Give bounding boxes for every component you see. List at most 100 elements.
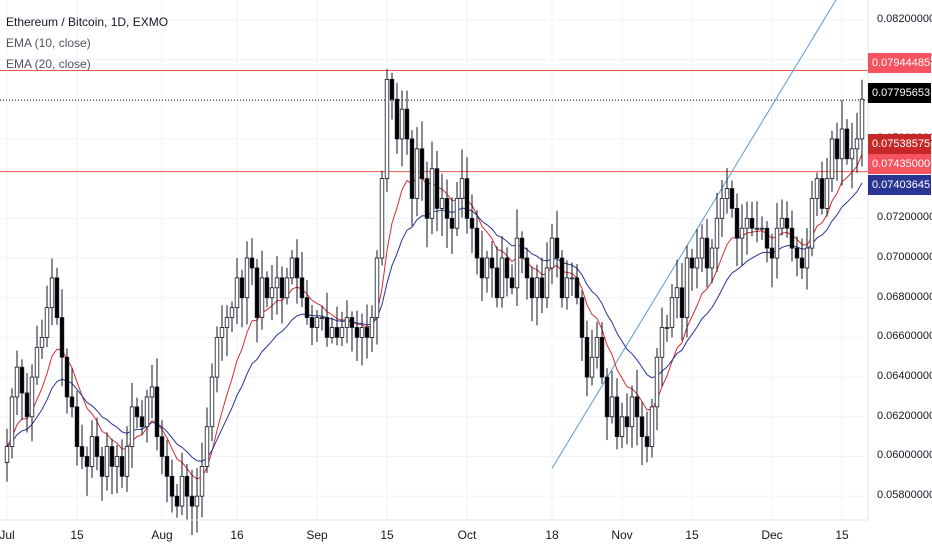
candle-body [624,416,630,428]
price-tick-label: 0.06600000 [877,330,932,343]
ema-lines [6,153,863,480]
candle-body [209,376,215,428]
candle-body [679,287,685,318]
candle-body [454,198,460,229]
candle-body [54,277,60,318]
candle-body [24,392,30,418]
candle-body [674,287,680,299]
candle-body [289,257,295,279]
candle-body [439,198,445,209]
candle-body [579,297,585,338]
candle-body [779,217,785,229]
candle-body [449,217,455,229]
candle-body [194,495,200,507]
candle-body [59,317,65,358]
candle-body [144,396,150,428]
candle-body [349,317,355,328]
candle-body [119,456,125,477]
candle-body [239,277,245,299]
candle-body [254,267,260,318]
time-tick-label: Nov [611,528,633,542]
candle-body [494,267,500,299]
candle-body [394,98,400,140]
candle-body [149,386,155,398]
candle-body [384,78,390,180]
candle-body [324,317,330,338]
price-tick-label: 0.07000000 [877,251,932,263]
candle-body [609,396,615,418]
candle-body [564,277,570,299]
candle-body [419,148,425,180]
candle-body [124,446,130,477]
candle-body [329,327,335,338]
candle-body [764,227,770,249]
candle-body [554,237,560,259]
candle-body [189,495,195,507]
candle-body [709,247,715,269]
candle-body [39,337,45,348]
candle-body [69,396,75,408]
candle-body [459,178,465,199]
candle-body [9,396,15,447]
candle-body [284,277,290,299]
candle-body [49,277,55,309]
candle-body [339,327,345,338]
candle-body [854,138,860,150]
candle-body [129,406,135,447]
candle-body [804,247,810,269]
candle-body [604,376,610,418]
candle-body [789,227,795,249]
candle-body [299,277,305,299]
candle-body [89,436,95,467]
candle-body [704,237,710,269]
time-tick-label: 15 [380,528,394,542]
time-tick-label: 15 [835,528,849,542]
candle-body [819,178,825,209]
candle-body [544,267,550,299]
candle-body [104,446,110,477]
candle-body [169,475,175,497]
candle-body [139,416,145,428]
candle-body [374,257,380,318]
candle-body [499,257,505,299]
candle-body [839,128,845,160]
candle-body [109,446,115,467]
candle-body [319,317,325,319]
candle-body [599,337,605,378]
price-tick-label: 0.08200000 [877,12,932,25]
candle-body [294,257,300,279]
candle-body [524,257,530,279]
candle-body [464,178,470,219]
symbol-title[interactable]: Ethereum / Bitcoin, 1D, EXMO [6,15,169,29]
candle-body [369,317,375,338]
candle-body [629,396,635,428]
candle-body [214,337,220,378]
candle-body [269,287,275,299]
candle-body [644,436,650,447]
candle-body [529,277,535,299]
time-tick-label: 15 [70,528,84,542]
time-tick-label: Sep [306,528,328,542]
candle-body [264,277,270,299]
candle-body [714,217,720,249]
ema-10-legend[interactable]: EMA (10, close) [6,36,91,50]
candle-body [759,227,765,230]
price-tick-label: 0.06200000 [877,409,932,422]
candle-body [79,446,85,457]
candle-body [684,257,690,318]
candle-body [719,198,725,219]
time-tick-label: Dec [761,528,783,542]
candle-body [569,277,575,280]
candle-body [74,406,80,447]
candle-body [409,138,415,199]
ema-20-legend[interactable]: EMA (20, close) [6,57,91,71]
candle-body [649,406,655,447]
candle-body [249,257,255,269]
candle-body [514,237,520,289]
candle-body [654,356,660,408]
candle-body [834,138,840,160]
price-tick-label: 0.06400000 [877,370,932,383]
horizontal-levels [0,70,868,173]
ema-20-line [6,182,863,462]
